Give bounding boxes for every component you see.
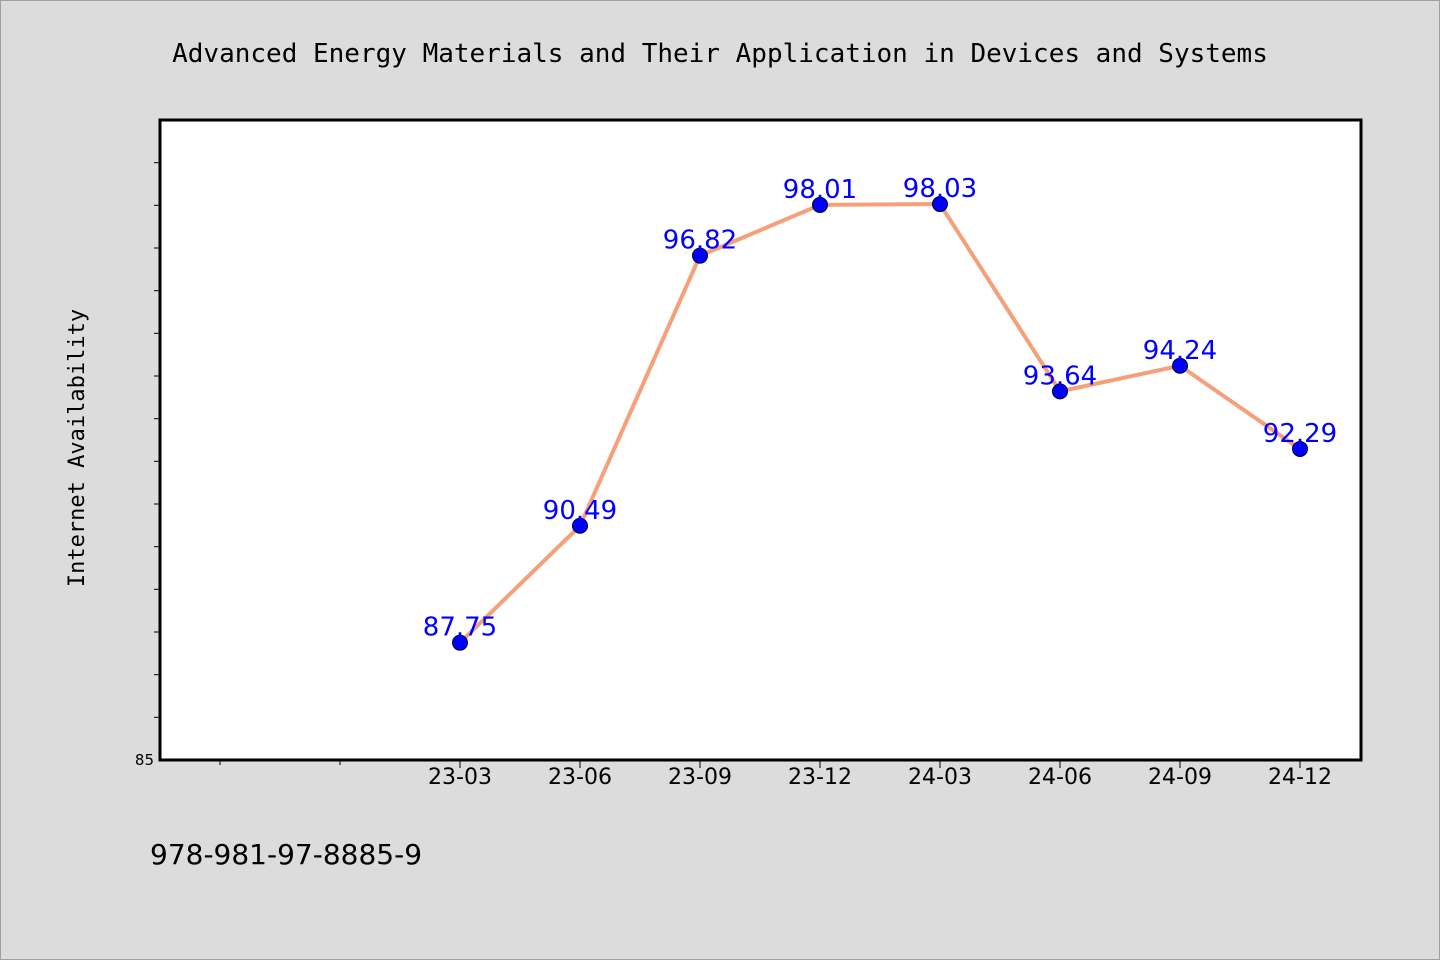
x-tick-label: 23-09 <box>668 765 732 790</box>
data-label: 93.64 <box>1023 361 1097 391</box>
x-tick-label: 23-06 <box>548 765 612 790</box>
y-axis-label: Internet Availability <box>65 309 90 587</box>
plot-area <box>160 120 1361 760</box>
data-point <box>1292 440 1308 457</box>
data-point <box>572 517 588 534</box>
data-point <box>692 247 708 264</box>
data-label: 92.29 <box>1263 419 1337 449</box>
data-label: 87.75 <box>423 613 497 643</box>
data-point <box>1052 383 1068 400</box>
series-layer: 87.75 90.49 96.82 98.01 98.03 93.64 94.24 92.29 <box>423 174 1337 651</box>
plot-border <box>158 118 1363 762</box>
data-label: 90.49 <box>543 496 617 526</box>
axis-ticks: 85 23-03 23-06 23-09 23-12 24-03 24-06 24-09 24-… <box>135 162 1332 790</box>
series-line <box>458 202 1302 645</box>
x-tick-label: 24-09 <box>1148 765 1212 790</box>
data-point <box>932 196 948 213</box>
data-label: 98.03 <box>903 174 977 204</box>
data-label: 98.01 <box>783 175 857 205</box>
data-label: 96.82 <box>663 226 737 256</box>
x-tick-label: 24-03 <box>908 765 972 790</box>
data-point <box>452 634 468 651</box>
x-tick-label: 23-12 <box>788 765 852 790</box>
x-tick-label: 23-03 <box>428 765 492 790</box>
y-tick-label: 85 <box>135 751 154 769</box>
data-point <box>812 196 828 213</box>
x-tick-label: 24-12 <box>1268 765 1332 790</box>
x-tick-label: 24-06 <box>1028 765 1092 790</box>
data-label: 94.24 <box>1143 336 1217 366</box>
chart-title: Advanced Energy Materials and Their Appl… <box>172 39 1268 69</box>
isbn-text: 978-981-97-8885-9 <box>150 838 422 871</box>
data-point <box>1172 357 1188 374</box>
